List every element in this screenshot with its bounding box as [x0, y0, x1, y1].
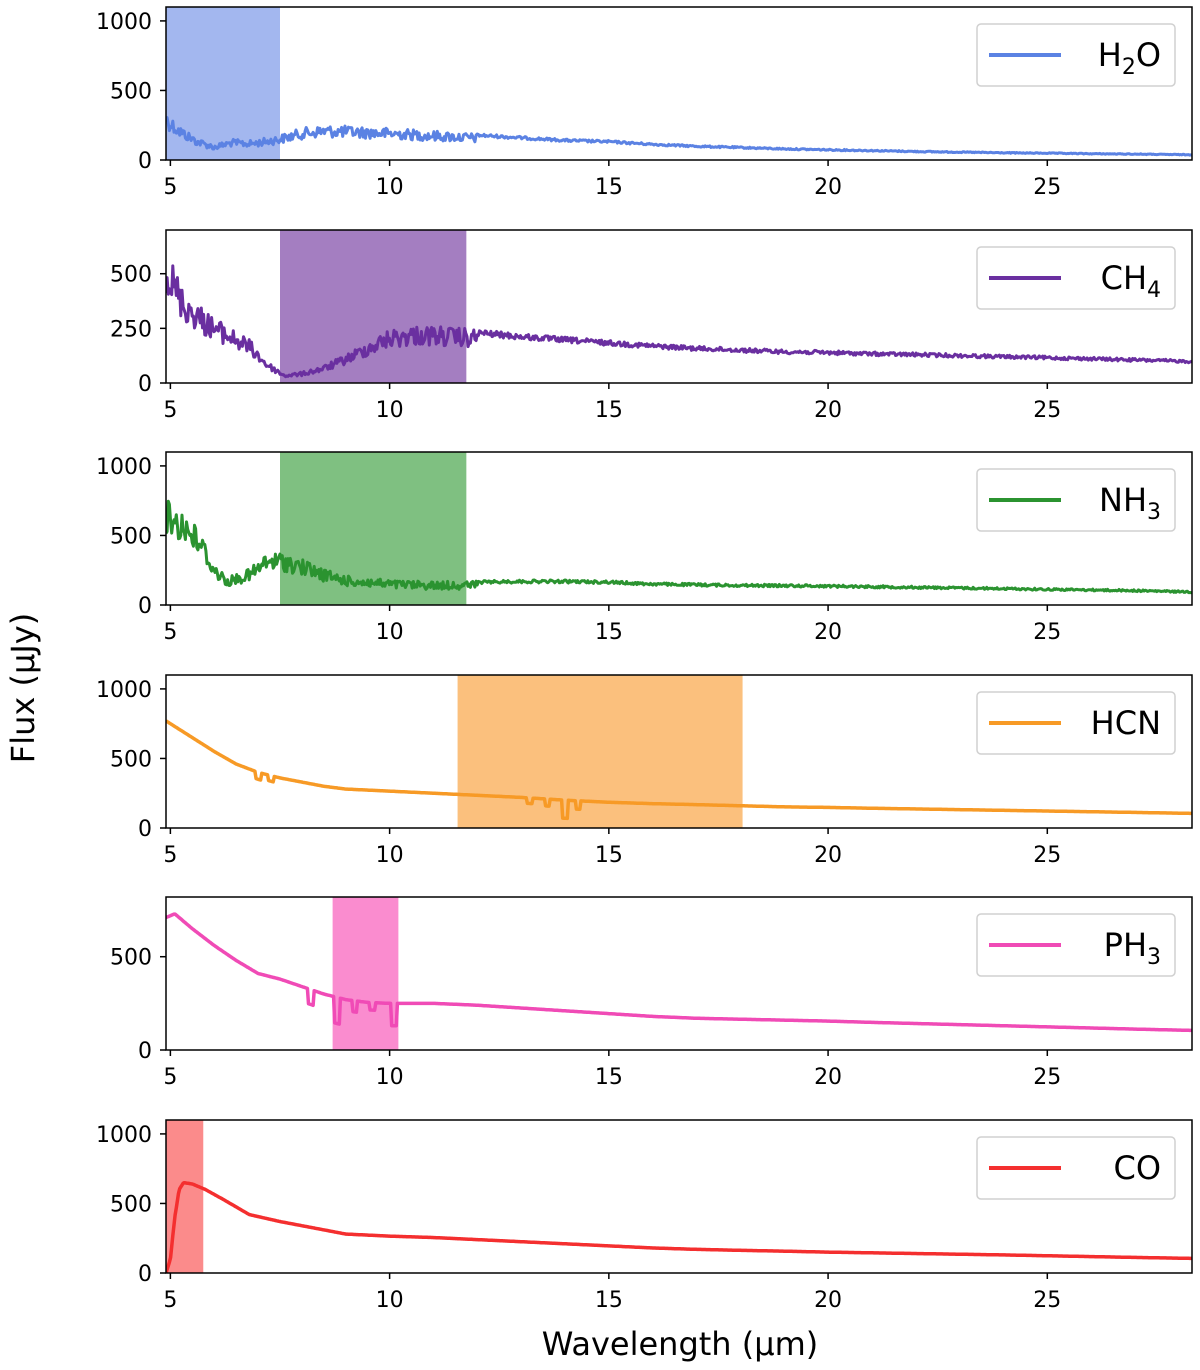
axes-frame — [165, 896, 1193, 1051]
x-tick-label: 5 — [163, 398, 177, 423]
legend: CH4 — [976, 246, 1176, 310]
y-tick-label: 0 — [138, 1039, 152, 1064]
x-tick-label: 15 — [595, 1288, 623, 1313]
y-tick-label: 1000 — [96, 1123, 152, 1148]
x-tick-label: 5 — [163, 620, 177, 645]
y-tick-label: 500 — [110, 946, 152, 971]
absorption-band — [280, 230, 467, 383]
axes-frame — [165, 674, 1193, 829]
x-tick-label: 5 — [163, 1288, 177, 1313]
spectrum-line — [166, 719, 1192, 821]
panel-h2o: 0 500 1000 5 10 15 20 25 H2O — [96, 6, 1193, 200]
x-tick-label: 10 — [376, 1065, 404, 1090]
legend: CO — [976, 1136, 1176, 1200]
panel-co: 0 500 1000 5 10 15 20 25 CO — [96, 1119, 1193, 1313]
y-tick-label: 0 — [138, 1262, 152, 1287]
y-tick-label: 0 — [138, 594, 152, 619]
x-tick-label: 20 — [814, 175, 842, 200]
x-tick-label: 15 — [595, 843, 623, 868]
x-tick-label: 20 — [814, 843, 842, 868]
x-tick-label: 20 — [814, 398, 842, 423]
x-tick-label: 25 — [1033, 175, 1061, 200]
panel-ph3: 0 500 5 10 15 20 25 PH3 — [110, 896, 1193, 1090]
legend-box — [976, 23, 1176, 87]
y-tick-label: 250 — [110, 317, 152, 342]
absorption-band — [280, 452, 467, 605]
legend-label: NH3 — [1099, 481, 1161, 525]
x-tick-label: 15 — [595, 1065, 623, 1090]
x-tick-label: 25 — [1033, 1288, 1061, 1313]
spectrum-line — [166, 1180, 1192, 1273]
y-tick-label: 500 — [110, 263, 152, 288]
legend-box — [976, 246, 1176, 310]
spectrum-line — [166, 264, 1192, 379]
legend-label: HCN — [1091, 704, 1161, 742]
legend-label: CO — [1113, 1149, 1161, 1187]
x-tick-label: 5 — [163, 175, 177, 200]
legend: NH3 — [976, 468, 1176, 532]
y-tick-label: 1000 — [96, 455, 152, 480]
x-tick-label: 10 — [376, 398, 404, 423]
x-tick-label: 20 — [814, 620, 842, 645]
y-tick-label: 1000 — [96, 10, 152, 35]
x-tick-label: 5 — [163, 843, 177, 868]
legend-box — [976, 913, 1176, 977]
y-tick-label: 0 — [138, 817, 152, 842]
legend-label: H2O — [1098, 36, 1161, 80]
x-tick-label: 15 — [595, 620, 623, 645]
axes-frame — [165, 6, 1193, 161]
legend: PH3 — [976, 913, 1176, 977]
x-tick-label: 20 — [814, 1288, 842, 1313]
absorption-band — [166, 7, 280, 160]
x-tick-label: 10 — [376, 843, 404, 868]
spectrum-line — [166, 116, 1192, 157]
spectrum-line — [166, 912, 1192, 1033]
legend-box — [976, 691, 1176, 755]
legend: HCN — [976, 691, 1176, 755]
x-tick-label: 15 — [595, 398, 623, 423]
y-tick-label: 1000 — [96, 678, 152, 703]
x-tick-label: 25 — [1033, 1065, 1061, 1090]
y-axis-label: Flux (μJy) — [4, 613, 42, 763]
spectrum-line — [166, 499, 1192, 595]
axes-frame — [165, 229, 1193, 384]
x-tick-label: 10 — [376, 620, 404, 645]
x-axis-label: Wavelength (μm) — [542, 1325, 819, 1363]
y-tick-label: 0 — [138, 149, 152, 174]
axes-frame — [165, 1119, 1193, 1274]
panel-hcn: 0 500 1000 5 10 15 20 25 HCN — [96, 674, 1193, 868]
axes-frame — [165, 451, 1193, 606]
absorption-band — [332, 897, 399, 1050]
x-tick-label: 20 — [814, 1065, 842, 1090]
legend-label: PH3 — [1104, 926, 1161, 970]
panel-ch4: 0 250 500 5 10 15 20 25 CH4 — [110, 229, 1193, 423]
x-tick-label: 10 — [376, 1288, 404, 1313]
y-tick-label: 500 — [110, 747, 152, 772]
x-tick-label: 25 — [1033, 398, 1061, 423]
legend-box — [976, 468, 1176, 532]
legend: H2O — [976, 23, 1176, 87]
y-tick-label: 0 — [138, 372, 152, 397]
y-tick-label: 500 — [110, 524, 152, 549]
panel-nh3: 0 500 1000 5 10 15 20 25 NH3 — [96, 451, 1193, 645]
y-tick-label: 500 — [110, 79, 152, 104]
legend-box — [976, 1136, 1176, 1200]
x-tick-label: 10 — [376, 175, 404, 200]
y-tick-label: 500 — [110, 1192, 152, 1217]
x-tick-label: 15 — [595, 175, 623, 200]
legend-label: CH4 — [1101, 259, 1161, 303]
x-tick-label: 25 — [1033, 843, 1061, 868]
x-tick-label: 5 — [163, 1065, 177, 1090]
x-tick-label: 25 — [1033, 620, 1061, 645]
